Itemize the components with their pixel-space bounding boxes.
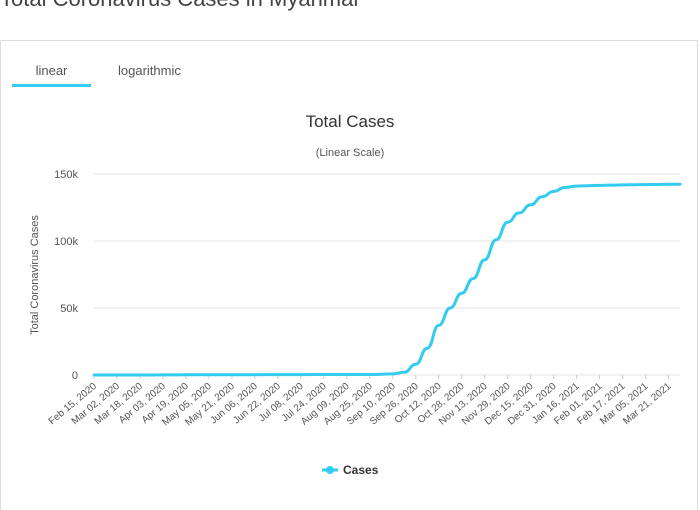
y-tick-label: 0 [72,370,78,382]
page-heading: Total Coronavirus Cases in Myanmar [0,0,361,12]
grid-lines [94,173,680,376]
y-axis-label: Total Coronavirus Cases [29,215,41,335]
legend-label-cases: Cases [343,463,379,477]
chart-subtitle: (Linear Scale) [316,147,384,159]
series-line-cases [92,182,682,377]
legend[interactable]: Cases [322,463,379,477]
tab-linear[interactable]: linear [12,63,91,87]
tab-logarithmic[interactable]: logarithmic [118,63,181,78]
y-tick-label: 100k [54,236,78,248]
y-tick-label: 150k [54,169,78,181]
chart-title: Total Cases [306,112,395,131]
series-layer [92,182,682,377]
y-tick-label: 50k [60,303,78,315]
legend-marker [326,466,334,474]
chart-card: linear logarithmic [0,40,698,510]
